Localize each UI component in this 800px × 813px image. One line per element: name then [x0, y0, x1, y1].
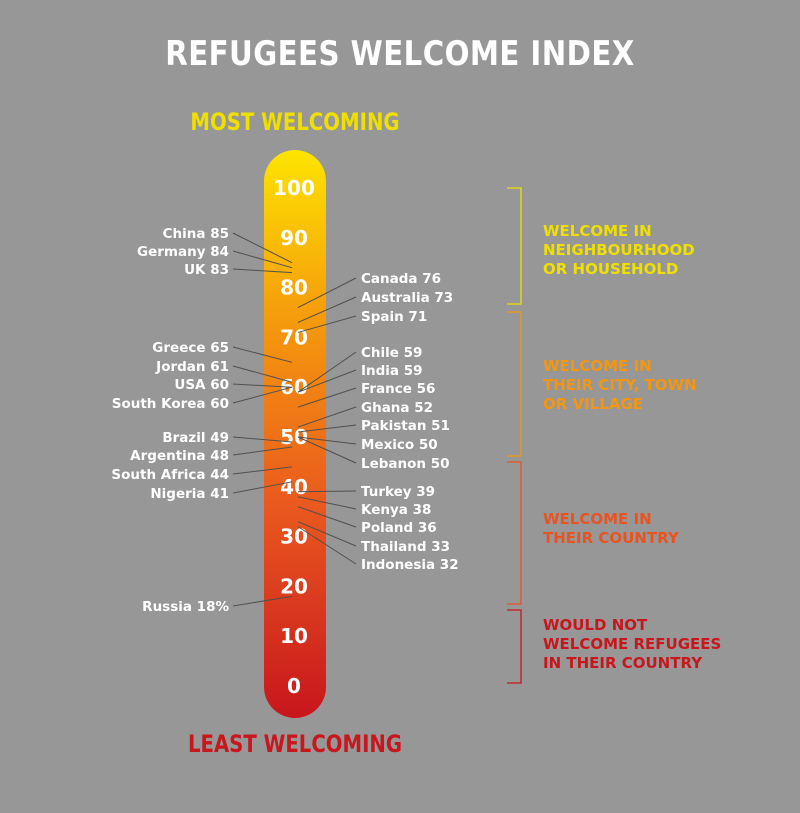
country-label-russia: Russia 18% — [142, 599, 229, 615]
category-line: OR HOUSEHOLD — [543, 260, 679, 278]
country-label-france: France 56 — [361, 381, 435, 397]
chart-title: REFUGEES WELCOME INDEX — [165, 34, 635, 74]
connector-chile — [297, 351, 357, 393]
category-line: WOULD NOT — [543, 616, 648, 634]
tick-label-0: 0 — [287, 674, 301, 698]
country-label-kenya: Kenya 38 — [361, 502, 431, 518]
connector-nigeria — [232, 481, 293, 494]
tick-label-80: 80 — [280, 276, 308, 300]
country-label-thailand: Thailand 33 — [361, 539, 450, 555]
category-line: WELCOME IN — [543, 222, 652, 240]
country-label-australia: Australia 73 — [361, 290, 453, 306]
category-line: THEIR COUNTRY — [543, 529, 679, 547]
country-label-poland: Poland 36 — [361, 520, 437, 536]
connector-mexico — [297, 436, 357, 445]
country-label-jordan: Jordan 61 — [155, 359, 229, 375]
category-line: WELCOME IN — [543, 510, 652, 528]
country-label-spain: Spain 71 — [361, 309, 427, 325]
country-label-india: India 59 — [361, 363, 423, 379]
connector-greece — [232, 346, 293, 363]
category-line: THEIR CITY, TOWN — [543, 376, 697, 394]
connector-uk — [232, 268, 293, 274]
country-label-uk: UK 83 — [184, 262, 229, 278]
connector-canada — [297, 277, 357, 308]
most-welcoming-label: MOST WELCOMING — [190, 108, 400, 136]
country-label-canada: Canada 76 — [361, 271, 441, 287]
country-label-greece: Greece 65 — [152, 340, 229, 356]
country-label-ghana: Ghana 52 — [361, 400, 433, 416]
connector-pakistan — [297, 424, 357, 433]
category-label-welcome-in-their-country: WELCOME IN THEIR COUNTRY — [543, 510, 793, 548]
country-label-chile: Chile 59 — [361, 345, 422, 361]
connector-indonesia — [297, 526, 357, 565]
bracket-welcome-in-their-country — [507, 461, 522, 605]
category-line: WELCOME IN — [543, 357, 652, 375]
tick-label-10: 10 — [280, 624, 308, 648]
tick-label-90: 90 — [280, 226, 308, 250]
connector-france — [297, 387, 357, 408]
connector-lebanon — [297, 436, 357, 464]
connector-turkey — [297, 490, 357, 493]
tick-label-100: 100 — [273, 176, 315, 200]
connector-brazil — [232, 436, 293, 443]
connector-india — [297, 369, 357, 393]
country-label-germany: Germany 84 — [137, 244, 229, 260]
connector-argentina — [232, 446, 293, 456]
category-line: IN THEIR COUNTRY — [543, 654, 703, 672]
country-label-lebanon: Lebanon 50 — [361, 456, 450, 472]
country-label-pakistan: Pakistan 51 — [361, 418, 450, 434]
country-label-nigeria: Nigeria 41 — [150, 486, 229, 502]
country-label-mexico: Mexico 50 — [361, 437, 438, 453]
country-label-china: China 85 — [163, 226, 229, 242]
country-label-indonesia: Indonesia 32 — [361, 557, 459, 573]
category-line: NEIGHBOURHOOD — [543, 241, 695, 259]
connector-russia — [232, 595, 293, 607]
connector-south-korea — [232, 386, 293, 404]
country-label-brazil: Brazil 49 — [162, 430, 229, 446]
connector-south-africa — [232, 466, 293, 475]
tick-label-40: 40 — [280, 475, 308, 499]
tick-label-20: 20 — [280, 574, 308, 598]
tick-label-50: 50 — [280, 425, 308, 449]
country-label-south-africa: South Africa 44 — [111, 467, 229, 483]
connector-ghana — [297, 406, 357, 428]
category-line: OR VILLAGE — [543, 395, 643, 413]
country-label-usa: USA 60 — [174, 377, 229, 393]
country-label-argentina: Argentina 48 — [130, 448, 229, 464]
bracket-welcome-in-their-city-town-or-village — [507, 311, 522, 457]
tick-label-30: 30 — [280, 525, 308, 549]
category-line: WELCOME REFUGEES — [543, 635, 722, 653]
connector-thailand — [297, 521, 357, 547]
category-label-welcome-in-their-city-town-or-village: WELCOME IN THEIR CITY, TOWN OR VILLAGE — [543, 357, 793, 414]
connector-spain — [297, 315, 357, 333]
connector-usa — [232, 383, 293, 388]
bracket-would-not-welcome-refugees-in-their-country — [507, 609, 522, 684]
connector-jordan — [232, 365, 293, 383]
thermometer-bar — [264, 150, 326, 718]
connector-poland — [297, 506, 357, 528]
connector-china — [232, 232, 293, 264]
left-country-labels: China 85 Germany 84 UK 83 Greece 65 Jordan 6… — [111, 226, 229, 615]
connector-germany — [232, 250, 293, 269]
category-label-would-not-welcome-refugees-in-their-country: WOULD NOT WELCOME REFUGEES IN THEIR COUNTR… — [543, 616, 793, 673]
bracket-welcome-in-neighbourhood-or-household — [507, 187, 522, 305]
category-brackets — [507, 187, 522, 684]
least-welcoming-label: LEAST WELCOMING — [187, 730, 403, 758]
country-label-turkey: Turkey 39 — [361, 484, 435, 500]
category-label-welcome-in-neighbourhood-or-household: WELCOME IN NEIGHBOURHOOD OR HOUSEHOLD — [543, 222, 793, 279]
country-label-south-korea: South Korea 60 — [112, 396, 229, 412]
connector-australia — [297, 296, 357, 323]
connector-kenya — [297, 496, 357, 510]
right-country-labels: Canada 76 Australia 73 Spain 71 Chile 59 Ind… — [361, 271, 459, 573]
connector-lines — [232, 232, 357, 607]
tick-label-70: 70 — [280, 325, 308, 349]
